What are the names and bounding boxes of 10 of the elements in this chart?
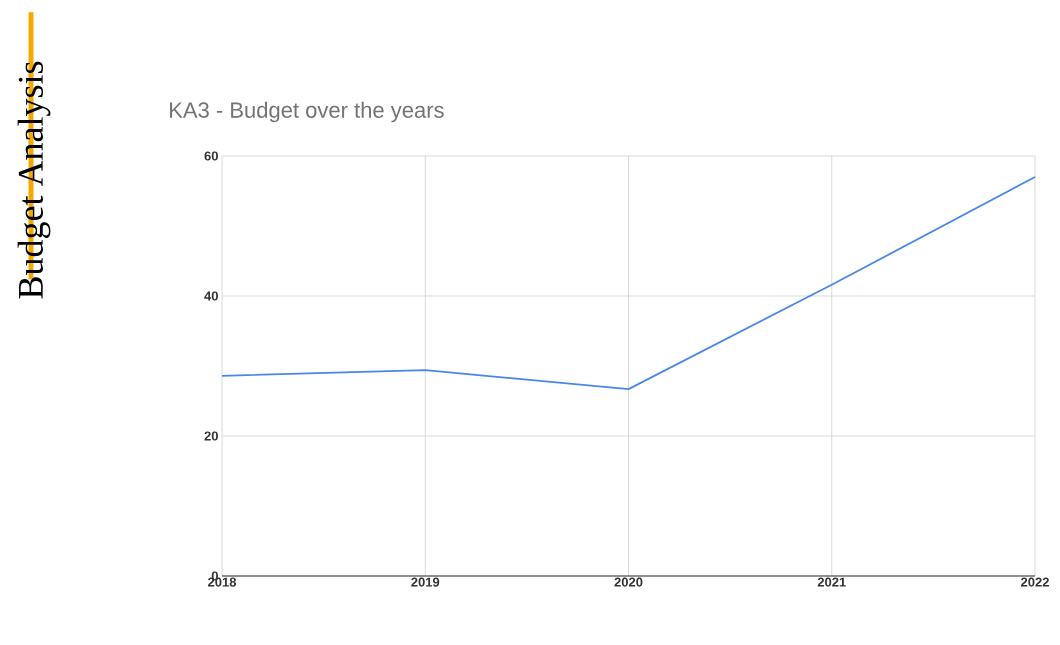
x-tick-label: 2020 [614,577,643,587]
y-tick-label: 60 [204,151,218,161]
y-tick-label: 40 [204,291,218,301]
line-series [221,176,1036,390]
y-axis-title: Budget Analysis [17,61,51,299]
x-tick-label: 2022 [1021,577,1049,587]
y-tick-label: 20 [204,431,218,441]
x-tick-label: 2021 [817,577,846,587]
x-tick-label: 2019 [411,577,440,587]
chart-title: KA3 - Budget over the years [170,101,444,123]
